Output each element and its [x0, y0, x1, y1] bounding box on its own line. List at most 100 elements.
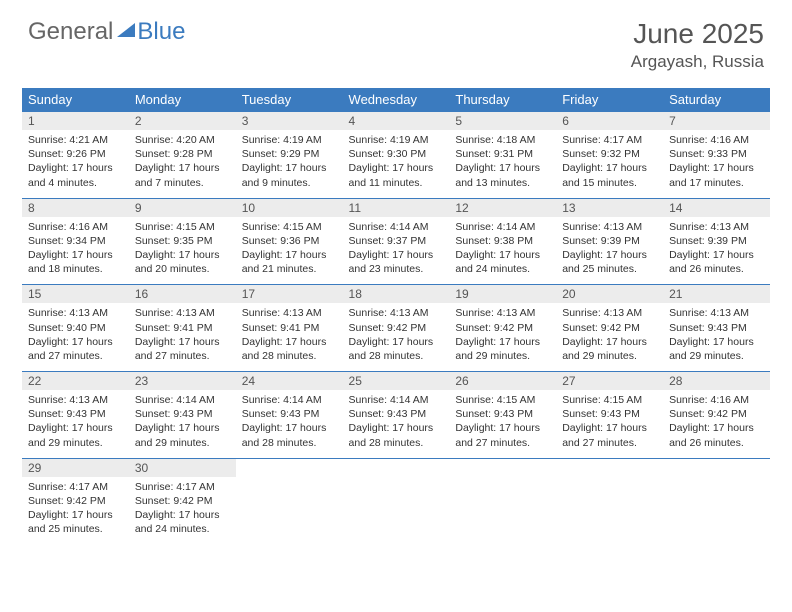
daylight-text-2: and 29 minutes.	[28, 436, 123, 450]
day-number-cell	[449, 458, 556, 477]
sunrise-text: Sunrise: 4:16 AM	[28, 220, 123, 234]
day-number-cell	[663, 458, 770, 477]
sunset-text: Sunset: 9:43 PM	[242, 407, 337, 421]
sunrise-text: Sunrise: 4:17 AM	[28, 480, 123, 494]
weekday-header: Saturday	[663, 88, 770, 112]
day-number-cell: 28	[663, 372, 770, 391]
daylight-text-1: Daylight: 17 hours	[562, 248, 657, 262]
sunrise-text: Sunrise: 4:21 AM	[28, 133, 123, 147]
logo-triangle-icon	[117, 23, 135, 37]
sunrise-text: Sunrise: 4:15 AM	[242, 220, 337, 234]
day-detail-row: Sunrise: 4:16 AMSunset: 9:34 PMDaylight:…	[22, 217, 770, 285]
sunrise-text: Sunrise: 4:14 AM	[349, 220, 444, 234]
day-detail-cell: Sunrise: 4:19 AMSunset: 9:30 PMDaylight:…	[343, 130, 450, 198]
sunrise-text: Sunrise: 4:13 AM	[669, 306, 764, 320]
sunrise-text: Sunrise: 4:17 AM	[135, 480, 230, 494]
sunrise-text: Sunrise: 4:13 AM	[349, 306, 444, 320]
sunrise-text: Sunrise: 4:13 AM	[28, 306, 123, 320]
daylight-text-2: and 27 minutes.	[28, 349, 123, 363]
day-number-row: 1234567	[22, 112, 770, 131]
day-detail-row: Sunrise: 4:13 AMSunset: 9:40 PMDaylight:…	[22, 303, 770, 371]
daylight-text-1: Daylight: 17 hours	[242, 161, 337, 175]
day-number-cell: 12	[449, 198, 556, 217]
daylight-text-2: and 20 minutes.	[135, 262, 230, 276]
calendar-body: 1234567Sunrise: 4:21 AMSunset: 9:26 PMDa…	[22, 112, 770, 545]
day-detail-cell: Sunrise: 4:13 AMSunset: 9:39 PMDaylight:…	[556, 217, 663, 285]
sunset-text: Sunset: 9:33 PM	[669, 147, 764, 161]
daylight-text-2: and 21 minutes.	[242, 262, 337, 276]
sunset-text: Sunset: 9:43 PM	[135, 407, 230, 421]
sunset-text: Sunset: 9:36 PM	[242, 234, 337, 248]
daylight-text-1: Daylight: 17 hours	[28, 161, 123, 175]
day-detail-row: Sunrise: 4:13 AMSunset: 9:43 PMDaylight:…	[22, 390, 770, 458]
sunset-text: Sunset: 9:38 PM	[455, 234, 550, 248]
sunrise-text: Sunrise: 4:19 AM	[242, 133, 337, 147]
day-number-cell: 15	[22, 285, 129, 304]
sunrise-text: Sunrise: 4:15 AM	[562, 393, 657, 407]
daylight-text-1: Daylight: 17 hours	[562, 161, 657, 175]
day-number-cell: 2	[129, 112, 236, 131]
day-detail-cell: Sunrise: 4:16 AMSunset: 9:33 PMDaylight:…	[663, 130, 770, 198]
daylight-text-2: and 23 minutes.	[349, 262, 444, 276]
day-number-cell: 4	[343, 112, 450, 131]
day-number-row: 15161718192021	[22, 285, 770, 304]
sunrise-text: Sunrise: 4:13 AM	[562, 306, 657, 320]
day-number-row: 2930	[22, 458, 770, 477]
day-number-cell: 18	[343, 285, 450, 304]
day-number-cell: 17	[236, 285, 343, 304]
day-detail-cell: Sunrise: 4:15 AMSunset: 9:35 PMDaylight:…	[129, 217, 236, 285]
weekday-header: Tuesday	[236, 88, 343, 112]
sunset-text: Sunset: 9:29 PM	[242, 147, 337, 161]
day-number-cell: 9	[129, 198, 236, 217]
day-detail-cell: Sunrise: 4:14 AMSunset: 9:43 PMDaylight:…	[343, 390, 450, 458]
day-detail-cell: Sunrise: 4:13 AMSunset: 9:43 PMDaylight:…	[663, 303, 770, 371]
daylight-text-2: and 28 minutes.	[242, 349, 337, 363]
day-detail-cell	[343, 477, 450, 545]
day-detail-cell: Sunrise: 4:15 AMSunset: 9:43 PMDaylight:…	[556, 390, 663, 458]
day-detail-cell	[236, 477, 343, 545]
day-number-cell: 23	[129, 372, 236, 391]
page-header: General Blue June 2025 Argayash, Russia	[0, 0, 792, 78]
daylight-text-2: and 24 minutes.	[455, 262, 550, 276]
daylight-text-2: and 28 minutes.	[349, 349, 444, 363]
weekday-header: Wednesday	[343, 88, 450, 112]
daylight-text-1: Daylight: 17 hours	[669, 335, 764, 349]
sunrise-text: Sunrise: 4:13 AM	[455, 306, 550, 320]
daylight-text-1: Daylight: 17 hours	[669, 421, 764, 435]
sunset-text: Sunset: 9:43 PM	[28, 407, 123, 421]
daylight-text-1: Daylight: 17 hours	[135, 508, 230, 522]
day-number-cell: 20	[556, 285, 663, 304]
day-number-cell: 19	[449, 285, 556, 304]
weekday-header: Thursday	[449, 88, 556, 112]
day-detail-cell: Sunrise: 4:16 AMSunset: 9:34 PMDaylight:…	[22, 217, 129, 285]
day-number-cell	[236, 458, 343, 477]
sunset-text: Sunset: 9:30 PM	[349, 147, 444, 161]
sunrise-text: Sunrise: 4:18 AM	[455, 133, 550, 147]
sunset-text: Sunset: 9:42 PM	[562, 321, 657, 335]
day-number-cell: 25	[343, 372, 450, 391]
day-number-row: 22232425262728	[22, 372, 770, 391]
day-number-cell: 30	[129, 458, 236, 477]
day-detail-cell: Sunrise: 4:13 AMSunset: 9:39 PMDaylight:…	[663, 217, 770, 285]
day-detail-cell: Sunrise: 4:17 AMSunset: 9:42 PMDaylight:…	[129, 477, 236, 545]
daylight-text-1: Daylight: 17 hours	[28, 248, 123, 262]
sunset-text: Sunset: 9:42 PM	[28, 494, 123, 508]
daylight-text-1: Daylight: 17 hours	[455, 161, 550, 175]
sunset-text: Sunset: 9:32 PM	[562, 147, 657, 161]
day-number-cell: 13	[556, 198, 663, 217]
day-detail-cell: Sunrise: 4:15 AMSunset: 9:36 PMDaylight:…	[236, 217, 343, 285]
day-detail-cell: Sunrise: 4:14 AMSunset: 9:38 PMDaylight:…	[449, 217, 556, 285]
daylight-text-2: and 29 minutes.	[455, 349, 550, 363]
day-detail-cell: Sunrise: 4:13 AMSunset: 9:40 PMDaylight:…	[22, 303, 129, 371]
day-detail-cell: Sunrise: 4:17 AMSunset: 9:42 PMDaylight:…	[22, 477, 129, 545]
day-detail-cell	[556, 477, 663, 545]
day-number-cell: 14	[663, 198, 770, 217]
daylight-text-2: and 29 minutes.	[562, 349, 657, 363]
sunrise-text: Sunrise: 4:14 AM	[349, 393, 444, 407]
daylight-text-2: and 18 minutes.	[28, 262, 123, 276]
daylight-text-1: Daylight: 17 hours	[455, 421, 550, 435]
sunset-text: Sunset: 9:43 PM	[669, 321, 764, 335]
daylight-text-1: Daylight: 17 hours	[349, 335, 444, 349]
sunset-text: Sunset: 9:42 PM	[455, 321, 550, 335]
day-detail-cell: Sunrise: 4:13 AMSunset: 9:42 PMDaylight:…	[449, 303, 556, 371]
